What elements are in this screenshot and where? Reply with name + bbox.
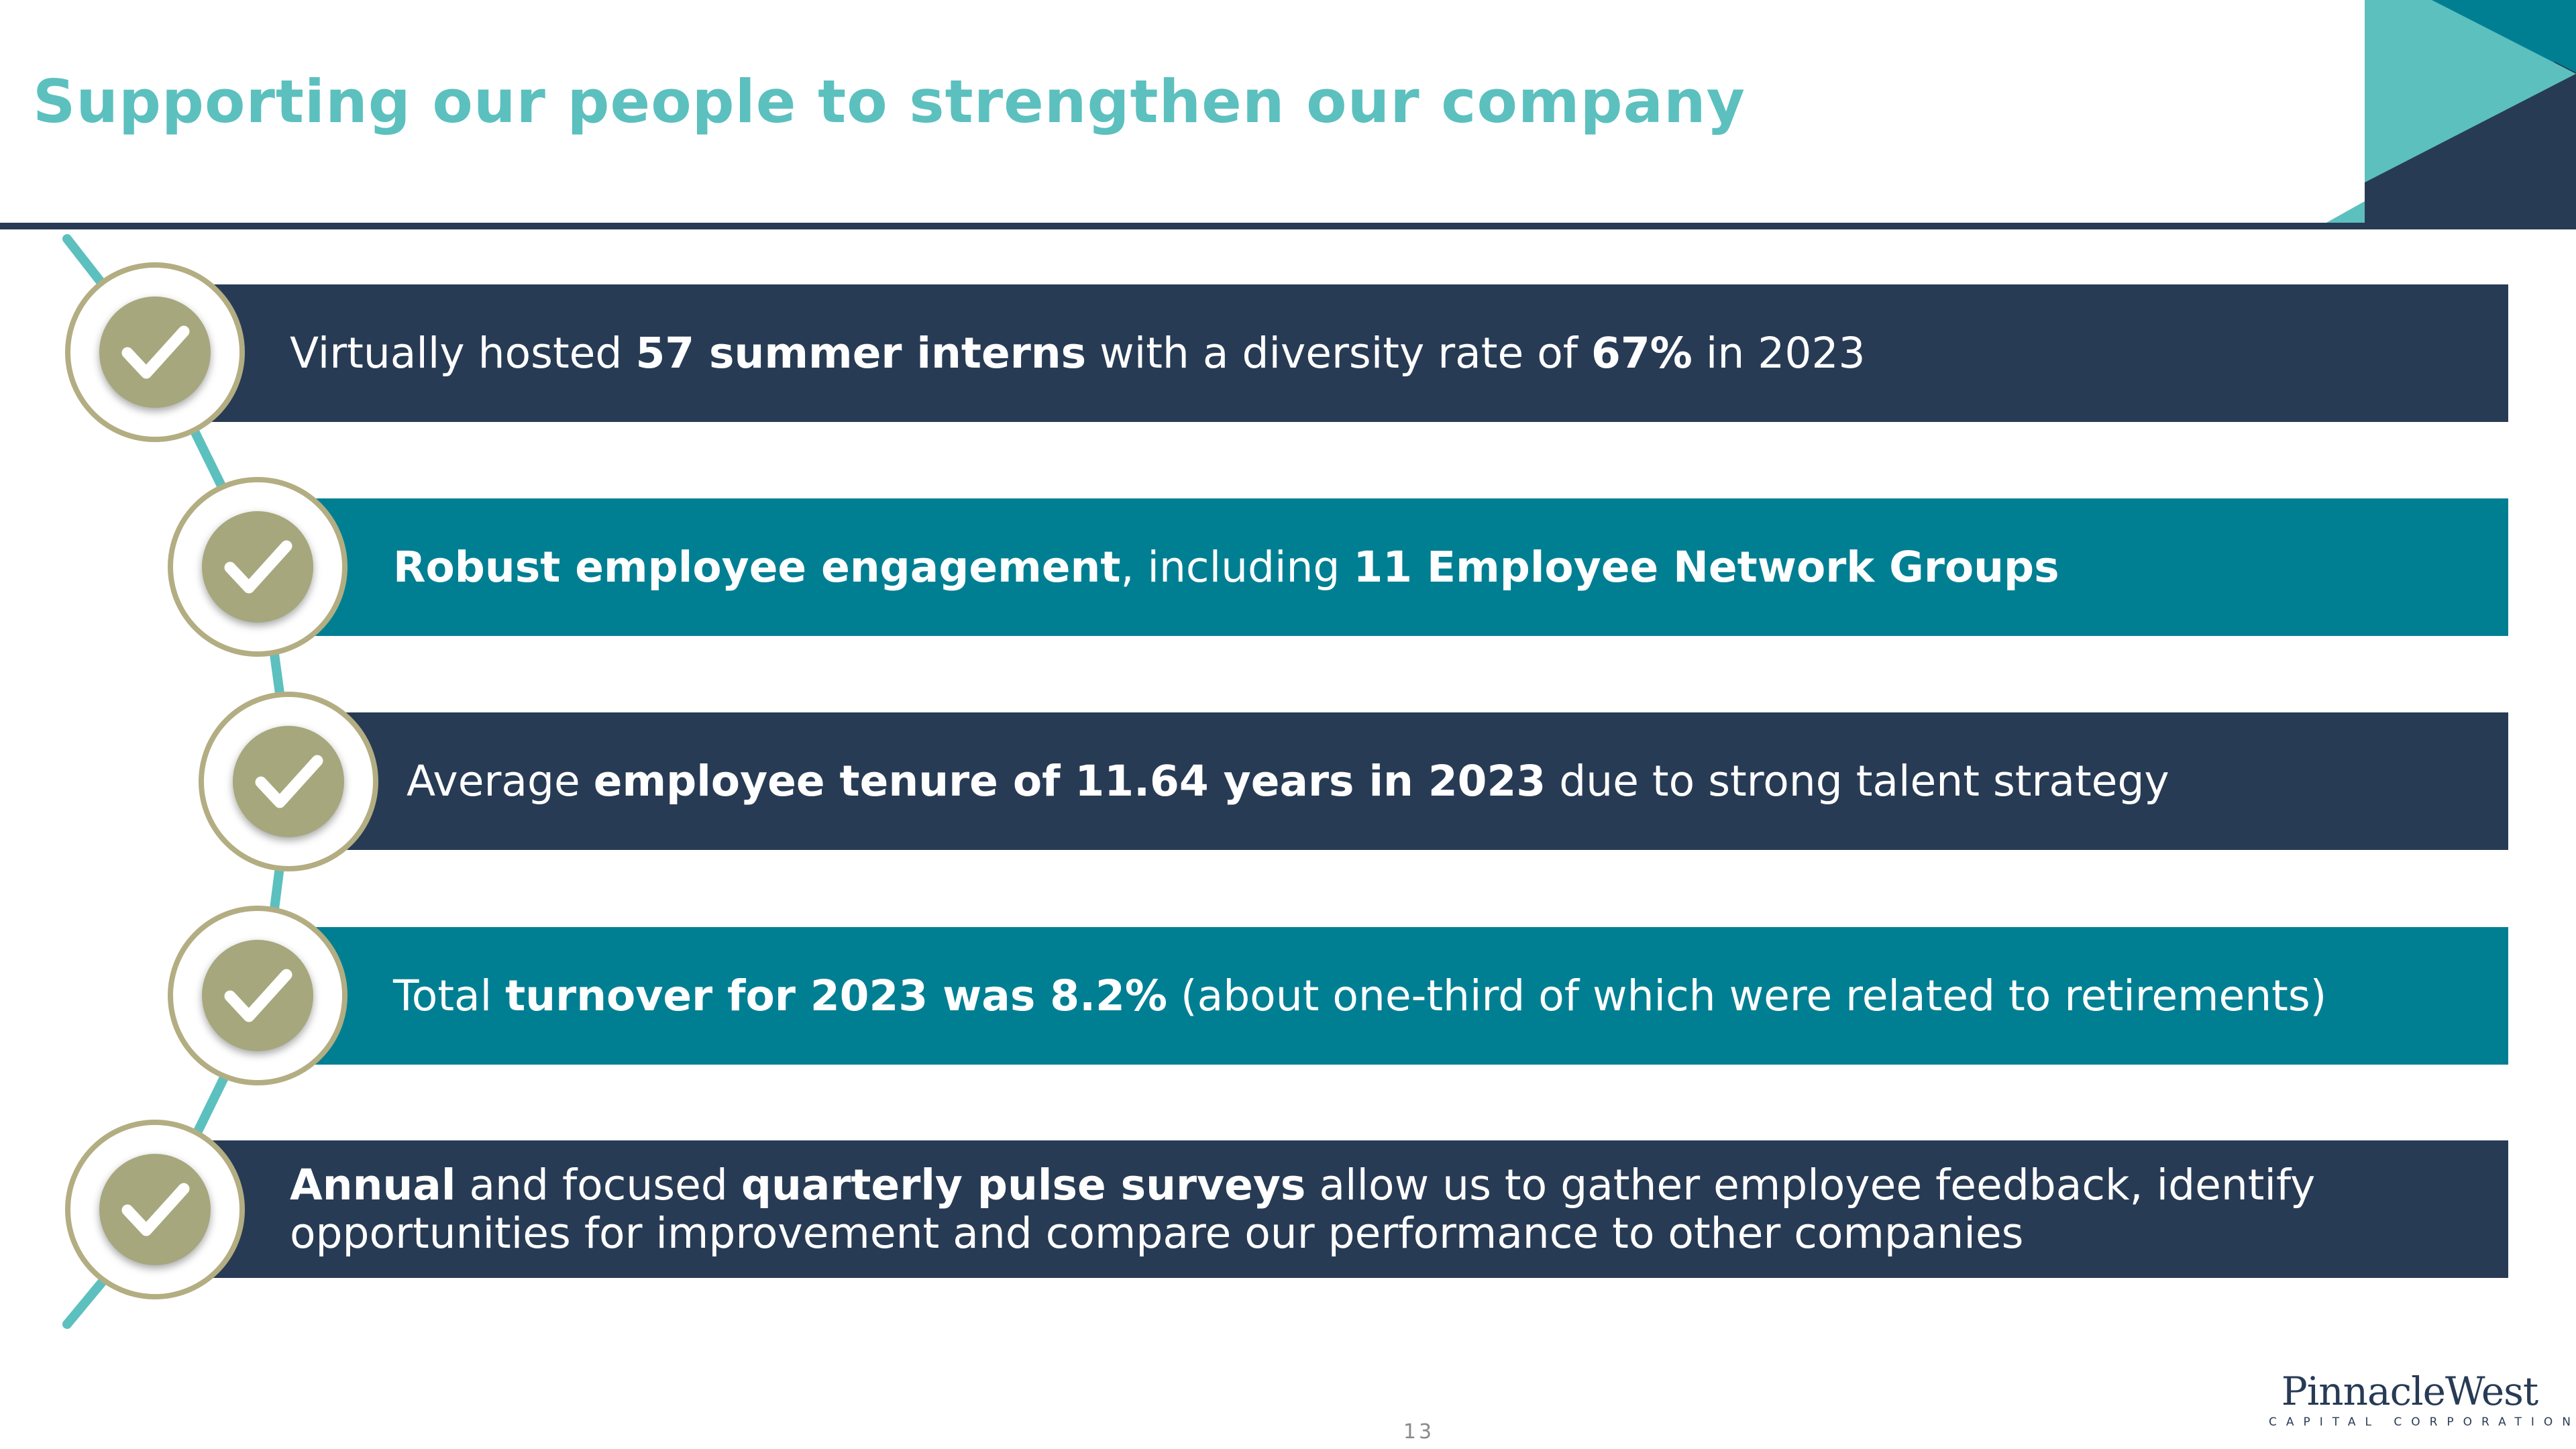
check-badge	[199, 692, 378, 871]
check-disc	[99, 297, 211, 408]
item-text: Average employee tenure of 11.64 years i…	[407, 756, 2169, 806]
corner-shapes	[2314, 0, 2576, 229]
check-badge	[168, 477, 347, 657]
check-disc	[202, 511, 313, 623]
list-item: Virtually hosted 57 summer interns with …	[201, 284, 2508, 422]
item-text: Total turnover for 2023 was 8.2% (about …	[393, 971, 2327, 1020]
header-rule	[0, 223, 2576, 229]
check-badge	[65, 1120, 245, 1299]
logo-wordmark: PinnacleWest	[2281, 1368, 2539, 1414]
page-title: Supporting our people to strengthen our …	[33, 67, 1746, 136]
page-number: 13	[1403, 1420, 1435, 1444]
company-logo: PinnacleWest CAPITAL CORPORATION	[2269, 1368, 2576, 1436]
item-text-line-2: opportunities for improvement and compar…	[290, 1208, 2024, 1258]
check-badge	[65, 262, 245, 442]
checkmark-icon	[255, 755, 323, 808]
list-item: Robust employee engagement, including 11…	[309, 498, 2508, 636]
item-text-line-1: Annual and focused quarterly pulse surve…	[290, 1160, 2316, 1210]
item-text: Virtually hosted 57 summer interns with …	[290, 328, 1866, 378]
checkmark-icon	[121, 325, 190, 379]
checkmark-icon	[224, 969, 292, 1022]
check-disc	[202, 940, 313, 1051]
corner-gap	[2314, 0, 2368, 229]
list-item: Total turnover for 2023 was 8.2% (about …	[309, 927, 2508, 1065]
list-item: Average employee tenure of 11.64 years i…	[335, 712, 2508, 850]
check-disc	[99, 1154, 211, 1265]
checkmark-icon	[224, 540, 292, 594]
logo-subtitle: CAPITAL CORPORATION	[2269, 1415, 2576, 1429]
item-text: Robust employee engagement, including 11…	[393, 542, 2059, 592]
checkmark-icon	[121, 1183, 190, 1236]
list-item: Annual and focused quarterly pulse surve…	[201, 1140, 2508, 1278]
check-badge	[168, 906, 347, 1085]
check-disc	[233, 726, 344, 837]
